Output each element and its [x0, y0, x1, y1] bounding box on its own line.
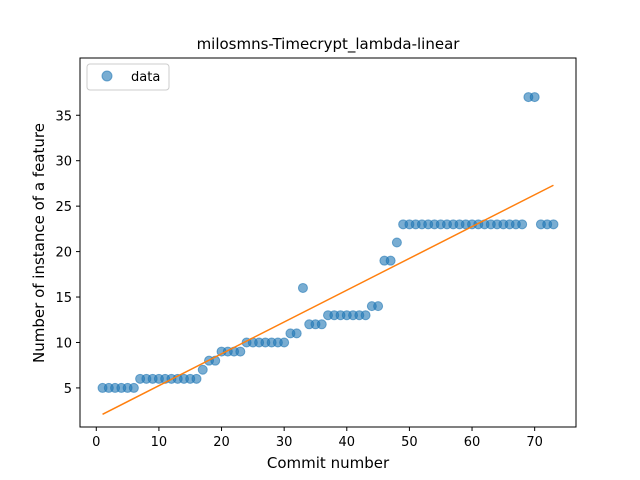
data-point [236, 347, 245, 356]
y-tick-label: 30 [55, 155, 72, 170]
data-point [361, 311, 370, 320]
data-point [386, 256, 395, 265]
legend-label: data [131, 70, 160, 85]
chart-title: milosmns-Timecrypt_lambda-linear [197, 35, 461, 54]
data-point [549, 220, 558, 229]
legend-marker [102, 71, 112, 81]
data-point [392, 238, 401, 247]
y-tick-label: 10 [55, 336, 72, 351]
y-tick-label: 5 [64, 382, 72, 397]
x-tick-label: 50 [401, 435, 418, 450]
data-point [530, 93, 539, 102]
data-point [280, 338, 289, 347]
x-tick-label: 40 [339, 435, 356, 450]
x-tick-label: 70 [526, 435, 543, 450]
x-tick-label: 10 [151, 435, 168, 450]
y-axis-label: Number of instance of a feature [30, 123, 48, 363]
x-tick-label: 60 [464, 435, 481, 450]
data-point [518, 220, 527, 229]
data-point [292, 329, 301, 338]
legend: data [87, 64, 169, 90]
y-tick-label: 20 [55, 246, 72, 261]
x-tick-label: 20 [213, 435, 230, 450]
data-point [198, 365, 207, 374]
data-point [192, 374, 201, 383]
x-tick-label: 0 [92, 435, 100, 450]
data-point [129, 383, 138, 392]
x-axis-label: Commit number [267, 454, 390, 472]
y-tick-label: 25 [55, 200, 72, 215]
y-tick-label: 15 [55, 291, 72, 306]
data-point [298, 283, 307, 292]
y-tick-label: 35 [55, 109, 72, 124]
data-point [317, 320, 326, 329]
x-tick-label: 30 [276, 435, 293, 450]
data-point [374, 302, 383, 311]
